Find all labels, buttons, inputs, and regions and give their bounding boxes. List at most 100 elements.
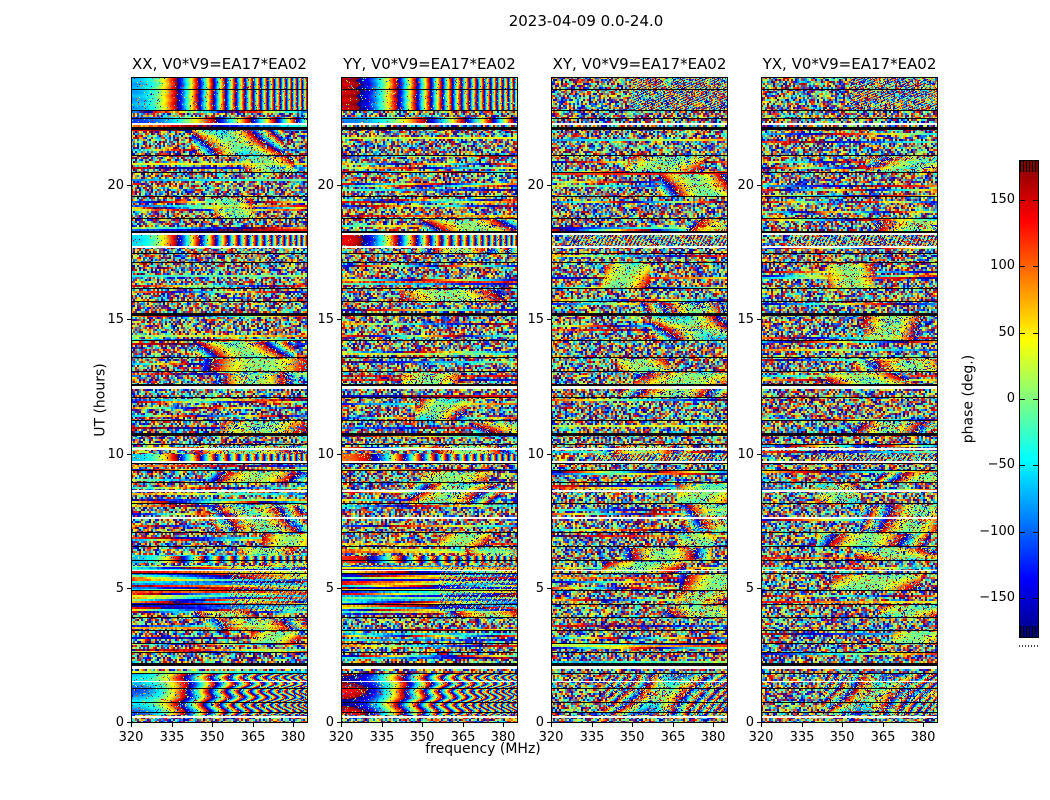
colorbar-tick-label txt rgt: −150 xyxy=(979,590,1015,606)
y-tick-label txt rgt: 5 xyxy=(115,581,124,596)
y-tick-label txt rgt: 20 xyxy=(527,178,544,193)
y-tick-label txt rgt: 0 xyxy=(115,715,124,730)
x-tick tick xyxy=(673,723,674,727)
x-tick-label txt ctr: 350 xyxy=(619,730,645,745)
x-tick tick xyxy=(212,723,213,727)
y-tick-label txt rgt: 20 xyxy=(107,178,124,193)
colorbar-tick-label txt rgt: 0 xyxy=(1006,391,1015,406)
x-tick tick xyxy=(883,723,884,727)
colorbar-tick-label txt rgt: −100 xyxy=(979,523,1015,539)
x-tick tick xyxy=(131,723,132,727)
panel-title txt ctr: YY, V0*V9=EA17*EA02 xyxy=(343,55,516,73)
y-tick tick xyxy=(337,185,341,186)
panel-title txt ctr: YX, V0*V9=EA17*EA02 xyxy=(762,55,937,73)
x-tick-label txt ctr: 335 xyxy=(579,730,605,745)
y-tick-label txt rgt: 10 xyxy=(737,447,754,462)
x-tick tick xyxy=(632,723,633,727)
colorbar xyxy=(1019,160,1039,638)
y-tick-label txt rgt: 10 xyxy=(527,447,544,462)
x-tick-label txt ctr: 365 xyxy=(450,730,476,745)
x-tick tick xyxy=(842,723,843,727)
y-tick-label txt rgt: 15 xyxy=(317,312,334,327)
x-tick tick xyxy=(592,723,593,727)
panel-title txt ctr: XX, V0*V9=EA17*EA02 xyxy=(132,55,307,73)
colorbar-tick-label txt rgt: −50 xyxy=(987,457,1015,473)
x-tick-label txt ctr: 320 xyxy=(328,730,354,745)
x-tick-label txt ctr: 320 xyxy=(538,730,564,745)
x-tick-label txt ctr: 320 xyxy=(118,730,144,745)
y-tick-label txt rgt: 20 xyxy=(317,178,334,193)
y-tick tick xyxy=(127,454,131,455)
x-tick-label txt ctr: 380 xyxy=(490,730,516,745)
y-tick tick xyxy=(547,588,551,589)
y-tick tick xyxy=(127,319,131,320)
y-tick-label txt rgt: 5 xyxy=(535,581,544,596)
x-tick-label txt ctr: 335 xyxy=(369,730,395,745)
y-tick tick xyxy=(337,588,341,589)
x-tick tick xyxy=(551,723,552,727)
x-tick tick xyxy=(761,723,762,727)
colorbar-extend-hatch-dots xyxy=(1019,645,1039,647)
x-tick tick xyxy=(503,723,504,727)
x-axis-label: frequency (MHz) xyxy=(425,741,541,757)
x-tick-label txt ctr: 320 xyxy=(748,730,774,745)
x-tick-label txt ctr: 350 xyxy=(829,730,855,745)
y-tick tick xyxy=(757,319,761,320)
y-tick-label txt rgt: 10 xyxy=(107,447,124,462)
phase-heatmap-xx xyxy=(131,77,308,723)
colorbar-tick-label txt rgt: 150 xyxy=(990,191,1015,207)
x-tick tick xyxy=(422,723,423,727)
x-tick-label txt ctr: 380 xyxy=(910,730,936,745)
y-tick-label txt rgt: 15 xyxy=(527,312,544,327)
y-tick-label txt rgt: 15 xyxy=(737,312,754,327)
y-axis-label: UT (hours) xyxy=(92,363,109,437)
x-tick-label txt ctr: 365 xyxy=(660,730,686,745)
x-tick tick xyxy=(293,723,294,727)
x-tick-label txt ctr: 335 xyxy=(789,730,815,745)
x-tick tick xyxy=(923,723,924,727)
y-tick tick xyxy=(547,454,551,455)
colorbar-tick-label txt rgt: 50 xyxy=(998,324,1015,340)
y-tick-label txt rgt: 0 xyxy=(745,715,754,730)
x-tick-label txt ctr: 365 xyxy=(870,730,896,745)
y-tick tick xyxy=(757,722,761,723)
phase-heatmap-yx xyxy=(761,77,938,723)
x-tick tick xyxy=(341,723,342,727)
y-tick tick xyxy=(547,319,551,320)
x-tick-label txt ctr: 350 xyxy=(409,730,435,745)
y-tick-label txt rgt: 0 xyxy=(535,715,544,730)
y-tick tick xyxy=(757,588,761,589)
y-tick-label txt rgt: 20 xyxy=(737,178,754,193)
phase-heatmap-yy xyxy=(341,77,518,723)
x-tick-label txt ctr: 350 xyxy=(199,730,225,745)
y-tick tick xyxy=(757,185,761,186)
x-tick tick xyxy=(382,723,383,727)
y-tick tick xyxy=(337,319,341,320)
x-tick-label txt ctr: 380 xyxy=(700,730,726,745)
y-tick-label txt rgt: 15 xyxy=(107,312,124,327)
y-tick-label txt rgt: 5 xyxy=(745,581,754,596)
x-tick tick xyxy=(802,723,803,727)
x-tick-label txt ctr: 380 xyxy=(280,730,306,745)
x-tick-label txt ctr: 335 xyxy=(159,730,185,745)
y-tick tick xyxy=(547,185,551,186)
y-tick-label txt rgt: 0 xyxy=(325,715,334,730)
y-tick tick xyxy=(127,185,131,186)
panel-title txt ctr: XY, V0*V9=EA17*EA02 xyxy=(552,55,727,73)
y-tick-label txt rgt: 5 xyxy=(325,581,334,596)
y-tick tick xyxy=(337,722,341,723)
y-tick tick xyxy=(127,722,131,723)
colorbar-tick-label txt rgt: 100 xyxy=(990,258,1015,274)
figure-suptitle: 2023-04-09 0.0-24.0 xyxy=(508,12,664,30)
y-tick tick xyxy=(127,588,131,589)
y-tick-label txt rgt: 10 xyxy=(317,447,334,462)
x-tick tick xyxy=(253,723,254,727)
x-tick tick xyxy=(463,723,464,727)
y-tick tick xyxy=(547,722,551,723)
x-tick tick xyxy=(172,723,173,727)
x-tick tick xyxy=(713,723,714,727)
x-tick-label txt ctr: 365 xyxy=(240,730,266,745)
colorbar-label: phase (deg.) xyxy=(960,354,977,444)
phase-heatmap-xy xyxy=(551,77,728,723)
